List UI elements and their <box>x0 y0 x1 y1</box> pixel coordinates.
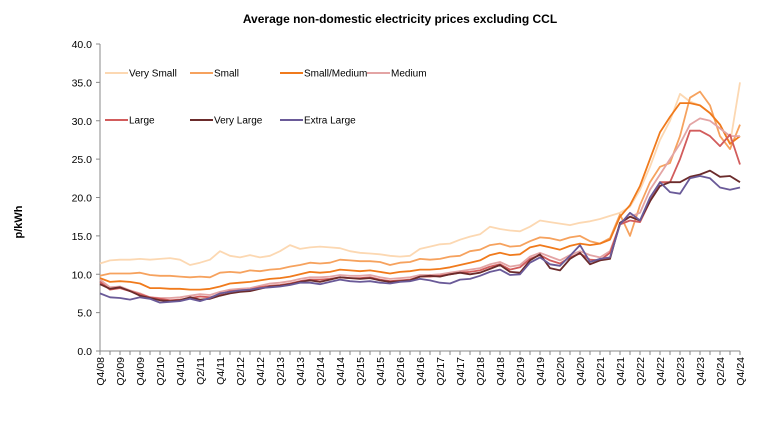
x-tick-label: Q2/24 <box>715 357 727 386</box>
chart-title: Average non-domestic electricity prices … <box>243 12 557 26</box>
legend-label: Very Small <box>129 69 177 80</box>
x-tick-label: Q4/13 <box>295 357 307 386</box>
y-tick-label: 5.0 <box>77 308 92 320</box>
x-tick-label: Q2/23 <box>675 357 687 386</box>
legend-item: Very Large <box>190 116 263 127</box>
y-tick-label: 20.0 <box>72 193 93 205</box>
x-tick-label: Q2/14 <box>315 357 327 386</box>
legend-item: Very Small <box>105 69 177 80</box>
x-tick-label: Q4/19 <box>535 357 547 386</box>
x-tick-label: Q4/16 <box>415 357 427 386</box>
x-tick-label: Q4/09 <box>135 357 147 386</box>
series-lines <box>99 82 741 304</box>
x-tick-label: Q4/12 <box>255 357 267 386</box>
y-tick-label: 15.0 <box>72 231 93 243</box>
x-tick-label: Q2/15 <box>355 357 367 386</box>
legend-label: Small <box>214 69 239 80</box>
y-tick-label: 35.0 <box>72 77 93 89</box>
x-tick-label: Q4/14 <box>335 357 347 386</box>
x-tick-label: Q2/22 <box>635 357 647 386</box>
legend: Very Small Small Small/Medium Medium Large Ve… <box>105 69 427 127</box>
x-tick-label: Q4/11 <box>215 357 227 385</box>
legend-item: Small <box>190 69 239 80</box>
x-tick-label: Q4/17 <box>455 357 467 386</box>
series-line-small-medium <box>99 102 741 291</box>
y-tick-label: 30.0 <box>72 116 93 128</box>
y-tick-label: 40.0 <box>72 39 93 51</box>
y-tick-label: 0.0 <box>77 346 92 358</box>
x-tick-label: Q2/20 <box>555 357 567 386</box>
x-tick-label: Q2/09 <box>115 357 127 386</box>
series-line-very-small <box>99 82 741 266</box>
x-tick-label: Q4/15 <box>375 357 387 386</box>
x-tick-label: Q2/16 <box>395 357 407 386</box>
x-tick-label: Q4/24 <box>735 357 747 386</box>
x-tick-label: Q2/19 <box>515 357 527 386</box>
x-tick-label: Q4/21 <box>615 357 627 386</box>
legend-item: Small/Medium <box>280 69 367 80</box>
y-tick-label: 10.0 <box>72 269 93 281</box>
x-tick-label: Q4/18 <box>495 357 507 386</box>
x-tick-label: Q2/11 <box>195 357 207 385</box>
legend-label: Extra Large <box>304 116 356 127</box>
series-line-small <box>99 90 741 279</box>
series-line-extra-large <box>99 175 741 304</box>
legend-label: Medium <box>391 69 427 80</box>
legend-item: Large <box>105 116 155 127</box>
y-tick-label: 25.0 <box>72 154 93 166</box>
x-tick-label: Q2/13 <box>275 357 287 386</box>
x-tick-label: Q2/17 <box>435 357 447 386</box>
legend-item: Medium <box>367 69 427 80</box>
x-tick-label: Q2/21 <box>595 357 607 386</box>
x-tick-label: Q4/23 <box>695 357 707 386</box>
axes: 0.0 5.0 10.0 15.0 20.0 25.0 30.0 35.0 40.0 Q4/08 Q… <box>72 39 747 386</box>
x-tick-label: Q2/18 <box>475 357 487 386</box>
x-tick-label: Q2/10 <box>155 357 167 386</box>
legend-label: Very Large <box>214 116 263 127</box>
legend-item: Extra Large <box>280 116 356 127</box>
y-axis-label: p/kWh <box>13 205 25 238</box>
series-line-very-large <box>99 169 741 302</box>
x-tick-label: Q4/08 <box>95 357 107 386</box>
x-tick-label: Q2/12 <box>235 357 247 386</box>
x-tick-label: Q4/10 <box>175 357 187 386</box>
series-line-medium <box>99 117 740 299</box>
legend-label: Large <box>129 116 155 127</box>
legend-label: Small/Medium <box>304 69 367 80</box>
x-tick-label: Q4/22 <box>655 357 667 386</box>
x-tick-label: Q4/20 <box>575 357 587 386</box>
